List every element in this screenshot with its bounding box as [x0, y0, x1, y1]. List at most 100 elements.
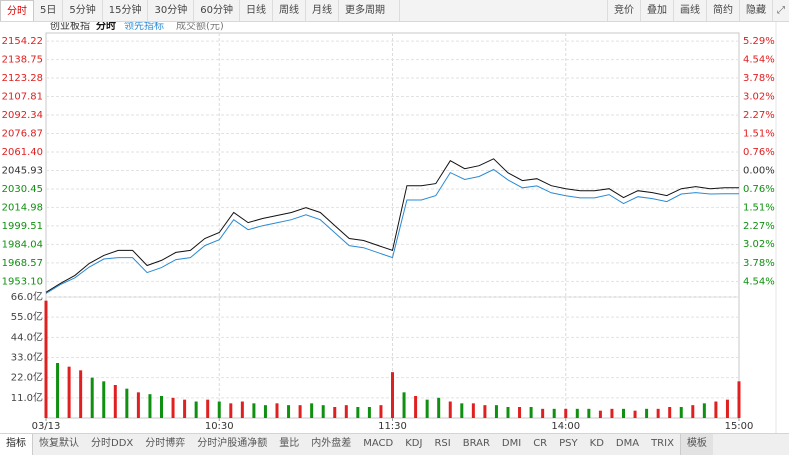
indicator-tab[interactable]: 分时沪股通净额	[197, 438, 268, 449]
y-tick-label: 55.0亿	[11, 310, 43, 323]
indicator-tab[interactable]: 量比	[279, 438, 300, 449]
y2-tick-label: 3.02%	[743, 239, 775, 250]
x-tick-label: 10:30	[205, 421, 234, 432]
volume-bar	[506, 407, 510, 418]
legend-volume: 成交额(元)	[176, 22, 224, 32]
y-tick-label: 22.0亿	[11, 371, 43, 384]
period-tab[interactable]: 60分钟	[194, 0, 240, 21]
volume-bar	[125, 388, 129, 418]
fullscreen-icon[interactable]: ⤢	[772, 0, 789, 21]
volume-bar	[67, 366, 71, 418]
volume-bar	[183, 399, 187, 418]
period-tab[interactable]: 5分钟	[63, 0, 103, 21]
volume-bar	[367, 407, 371, 418]
period-tab[interactable]: 15分钟	[103, 0, 149, 21]
tool-button[interactable]: 竞价	[607, 0, 640, 21]
volume-bar	[714, 401, 718, 418]
y2-tick-label: 2.27%	[743, 110, 775, 121]
volume-bar	[90, 377, 94, 418]
y-tick-label: 1984.04	[2, 239, 43, 250]
volume-bar	[160, 396, 163, 418]
legend-entry: 领先指标	[124, 22, 164, 32]
indicator-tab[interactable]: KD	[589, 438, 604, 449]
x-tick-label: 14:00	[551, 421, 580, 432]
tool-button[interactable]: 简约	[706, 0, 739, 21]
volume-bar	[437, 397, 441, 418]
indicator-tab[interactable]: RSI	[434, 438, 451, 449]
volume-bar	[645, 408, 649, 418]
volume-bar	[275, 403, 279, 418]
volume-bar	[725, 399, 729, 418]
legend-title: 创业板指	[50, 22, 90, 32]
volume-bar	[541, 408, 545, 418]
indicator-tab[interactable]: TRIX	[651, 438, 674, 449]
volume-bar	[737, 381, 741, 418]
indicator-tab[interactable]: 内外盘差	[311, 438, 352, 449]
y-tick-label: 1968.57	[2, 258, 43, 269]
y2-tick-label: 4.54%	[743, 54, 775, 65]
volume-bar	[622, 408, 625, 418]
period-tab[interactable]: 30分钟	[148, 0, 195, 21]
volume-bar	[287, 405, 291, 418]
volume-bar	[483, 405, 487, 418]
volume-bar	[44, 300, 48, 418]
volume-bar	[575, 408, 579, 418]
volume-bar	[310, 403, 314, 418]
volume-bar	[229, 403, 233, 418]
tool-button[interactable]: 叠加	[640, 0, 673, 21]
period-tab[interactable]: 分时	[0, 0, 34, 21]
indicator-tab[interactable]: DMI	[501, 438, 522, 449]
y-tick-label: 2107.81	[2, 92, 43, 103]
period-tab[interactable]: 更多周期	[339, 0, 400, 21]
period-tab[interactable]: 5日	[34, 0, 64, 21]
volume-bar	[679, 407, 683, 418]
period-tab[interactable]: 月线	[306, 0, 339, 21]
indicator-tab[interactable]: PSY	[559, 438, 578, 449]
volume-bar	[460, 403, 464, 418]
period-tab[interactable]: 日线	[240, 0, 273, 21]
y-tick-label: 2076.87	[2, 128, 43, 139]
y-tick-label: 33.0亿	[11, 351, 43, 364]
indicator-tab[interactable]: DMA	[615, 438, 640, 449]
y-tick-label: 11.0亿	[11, 391, 43, 404]
indicator-tab[interactable]: KDJ	[405, 438, 423, 449]
indicator-tab[interactable]: 分时博弈	[145, 438, 186, 449]
tool-buttons: 竞价 叠加 画线 简约 隐藏	[607, 0, 772, 21]
volume-bar	[321, 405, 325, 418]
indicator-tab[interactable]: CR	[533, 438, 548, 449]
indicator-tab[interactable]: 指标	[0, 434, 33, 455]
volume-bar	[633, 410, 637, 418]
period-tabs: 分时 5日 5分钟 15分钟 30分钟 60分钟 日线 周线 月线 更多周期	[0, 0, 400, 21]
y2-tick-label: 0.00%	[743, 165, 775, 176]
price-line	[45, 158, 739, 293]
tool-button[interactable]: 隐藏	[739, 0, 772, 21]
volume-bar	[113, 385, 117, 418]
legend-entry: 分时	[96, 22, 116, 32]
volume-bar	[56, 363, 60, 418]
indicator-tab[interactable]: 模板	[679, 434, 713, 455]
volume-bar	[668, 407, 672, 418]
indicator-tab[interactable]: 恢复默认	[39, 438, 79, 449]
volume-bar	[206, 399, 210, 418]
indicator-tab[interactable]: BRAR	[462, 438, 490, 449]
indicator-tab[interactable]: 分时DDX	[91, 438, 134, 449]
volume-bar	[529, 407, 533, 418]
y2-tick-label: 5.29%	[743, 36, 775, 47]
volume-bar	[402, 392, 406, 418]
x-tick-label: 11:30	[378, 421, 407, 432]
indicator-tab[interactable]: MACD	[363, 438, 394, 449]
spacer	[400, 0, 607, 21]
indicator-bar: 指标 恢复默认 分时DDX 分时博弈 分时沪股通净额 量比 内外盘差 MACD KDJ RSI BR…	[0, 433, 789, 455]
volume-bar	[552, 408, 556, 418]
volume-bar	[656, 408, 660, 418]
volume-bar	[298, 405, 302, 418]
volume-bar	[333, 407, 337, 418]
price-line	[45, 168, 739, 294]
tool-button[interactable]: 画线	[673, 0, 706, 21]
volume-bar	[564, 408, 568, 418]
period-tab[interactable]: 周线	[273, 0, 306, 21]
volume-bar	[587, 408, 591, 418]
volume-bar	[471, 403, 475, 418]
volume-bar	[263, 405, 267, 418]
